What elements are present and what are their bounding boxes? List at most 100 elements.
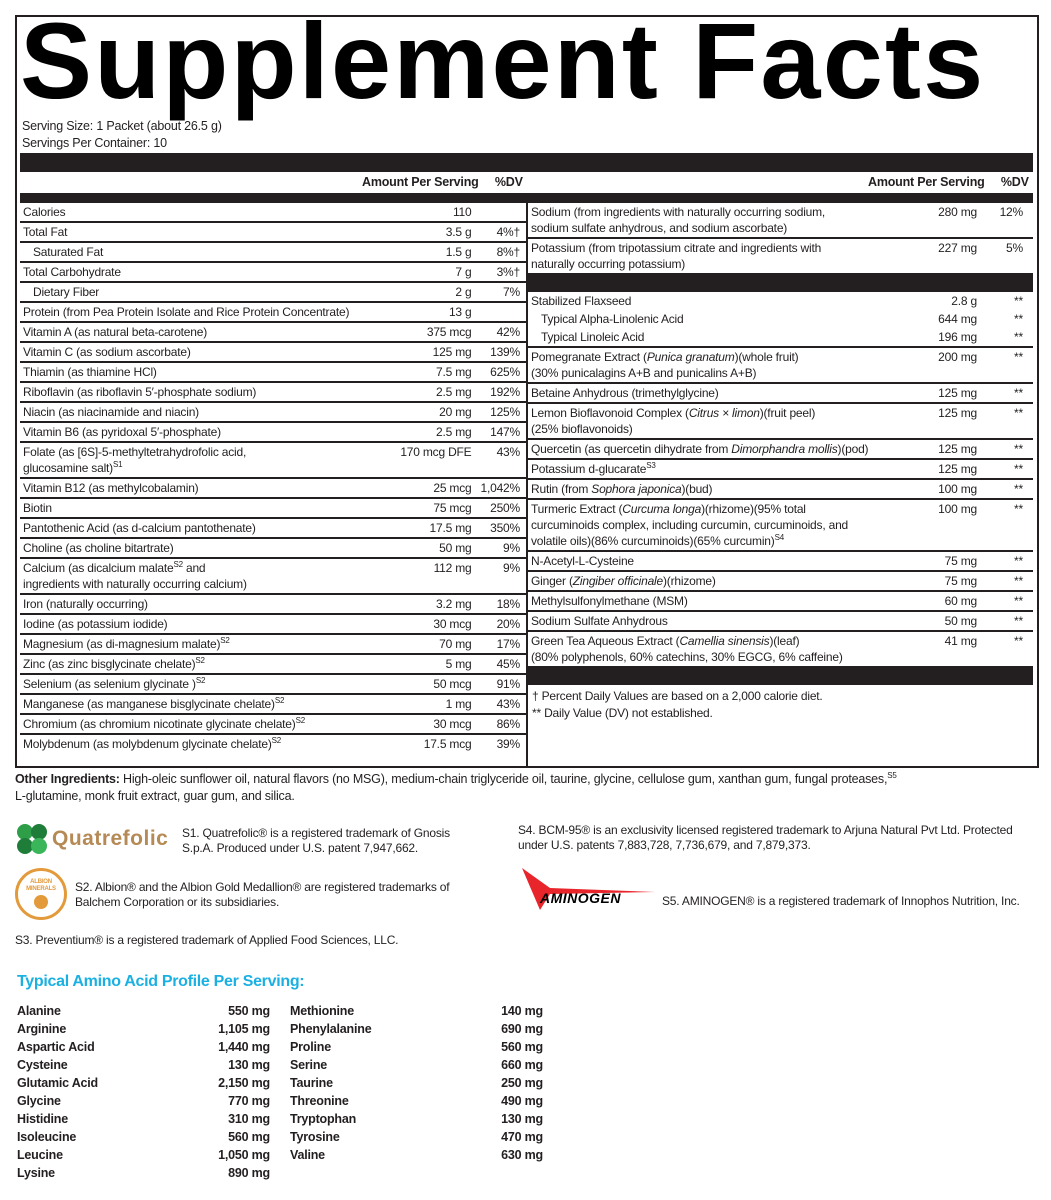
amino-acid-list-right: Methionine 140 mg Phenylalanine 690 mg Proli…: [290, 1002, 543, 1164]
nutrient-name: Sodium (from ingredients with naturally …: [528, 203, 883, 238]
nutrient-name: Turmeric Extract (Curcuma longa)(rhizome…: [528, 498, 883, 551]
footnote-ref: S2: [271, 736, 282, 745]
name-text: )(pod): [837, 442, 869, 456]
amount: 50 mg: [357, 537, 478, 558]
amino-acid-title: Typical Amino Acid Profile Per Serving:: [17, 973, 305, 990]
daily-value: 350%: [477, 517, 526, 538]
nutrient-name: Thiamin (as thiamine HCl): [20, 361, 358, 382]
amount: 2.8 g: [951, 294, 977, 308]
nutrient-name: Calories: [20, 203, 358, 222]
amount-header: Amount Per Serving: [362, 175, 479, 189]
daily-value: 8%†: [477, 241, 526, 262]
table-row: Typical Linoleic Acid 196 mg **: [528, 328, 1033, 347]
amino-acid-amount: 470 mg: [501, 1130, 543, 1144]
left-nutrient-table: Calories 110 Total Fat 3.5 g 4%† Saturated Fa…: [20, 203, 528, 767]
name-text: Molybdenum (as molybdenum glycinate chel…: [23, 737, 272, 751]
name-text: and ingredients with naturally occurring…: [23, 561, 247, 591]
nutrient-name: Lemon Bioflavonoid Complex (Citrus × lim…: [528, 402, 883, 439]
table-row: Saturated Fat 1.5 g 8%†: [20, 241, 526, 262]
amino-acid-name: Histidine: [17, 1112, 68, 1126]
daily-value: **: [983, 478, 1033, 499]
amount: 1 mg: [357, 693, 478, 714]
amino-acid-amount: 250 mg: [501, 1076, 543, 1090]
amino-acid-amount: 490 mg: [501, 1094, 543, 1108]
daily-value: **: [983, 570, 1033, 591]
table-row: N-Acetyl-L-Cysteine 75 mg **: [528, 550, 1033, 571]
name-text: Total Fat: [23, 225, 68, 239]
daily-value: 43%: [477, 693, 526, 714]
table-row: Biotin 75 mcg 250%: [20, 497, 526, 518]
nutrient-name: Total Fat: [20, 221, 358, 242]
name-text: Riboflavin (as riboflavin 5′-phosphate s…: [23, 385, 257, 399]
nutrient-name: Biotin: [20, 497, 358, 518]
table-row: Pantothenic Acid (as d-calcium pantothen…: [20, 517, 526, 538]
amount: 125 mg: [883, 438, 983, 459]
name-text: Vitamin B12 (as methylcobalamin): [23, 481, 199, 495]
daily-value: **: [983, 630, 1033, 666]
daily-value: 192%: [477, 381, 526, 402]
name-text: Sodium (from ingredients with naturally …: [531, 205, 826, 235]
nutrient-name: Vitamin C (as sodium ascorbate): [20, 341, 358, 362]
amino-acid-row: Lysine 890 mg: [17, 1164, 270, 1182]
amino-acid-amount: 690 mg: [501, 1022, 543, 1036]
quatrefolic-wordmark: Quatrefolic: [52, 827, 169, 850]
name-text: Curcuma longa: [622, 502, 702, 516]
amino-acid-row: Phenylalanine 690 mg: [290, 1020, 543, 1038]
other-ingredients-label: Other Ingredients:: [15, 772, 120, 786]
daily-value: 45%: [477, 653, 526, 674]
table-row: Vitamin B12 (as methylcobalamin) 25 mcg 1,…: [20, 477, 526, 498]
amino-acid-amount: 1,105 mg: [218, 1022, 270, 1036]
daily-value: **: [983, 610, 1033, 631]
amino-acid-row: Taurine 250 mg: [290, 1074, 543, 1092]
daily-value: **: [983, 458, 1033, 479]
nutrient-name: Zinc (as zinc bisglycinate chelate)S2: [20, 653, 358, 674]
footnote-ref: S2: [295, 716, 306, 725]
nutrient-name: Typical Linoleic Acid: [528, 328, 883, 347]
nutrient-name: Calcium (as dicalcium malateS2 and ingre…: [20, 557, 358, 594]
name-text: Lemon Bioflavonoid Complex (: [531, 406, 689, 420]
amino-acid-amount: 130 mg: [501, 1112, 543, 1126]
footnote-ref: S5: [887, 770, 897, 780]
name-text: Typical Linoleic Acid: [541, 330, 645, 344]
supplement-facts-panel: [15, 15, 1039, 768]
amino-acid-row: Aspartic Acid 1,440 mg: [17, 1038, 270, 1056]
amino-acid-row: Histidine 310 mg: [17, 1110, 270, 1128]
name-text: Pantothenic Acid (as d-calcium pantothen…: [23, 521, 256, 535]
name-text: )(rhizome)(95% total curcuminoids comple…: [531, 502, 849, 548]
table-row: Dietary Fiber 2 g 7%: [20, 281, 526, 302]
footnote-ref: S2: [274, 696, 285, 705]
right-nutrient-table: Sodium (from ingredients with naturally …: [528, 203, 1033, 725]
amount: 112 mg: [357, 557, 478, 594]
aminogen-logo: AMINOGEN: [520, 866, 660, 912]
trademark-s2: S2. Albion® and the Albion Gold Medallio…: [75, 880, 450, 909]
quatrefolic-logo: Quatrefolic: [15, 822, 168, 856]
nutrient-name: Stabilized Flaxseed: [528, 292, 883, 310]
albion-logo: ALBION MINERALS: [15, 868, 67, 920]
name-text: Iodine (as potassium iodide): [23, 617, 168, 631]
other-ingredients: Other Ingredients: High-oleic sunflower …: [15, 771, 1040, 805]
amino-acid-name: Isoleucine: [17, 1130, 77, 1144]
table-row: Lemon Bioflavonoid Complex (Citrus × lim…: [528, 402, 1033, 439]
daily-value: 625%: [477, 361, 526, 382]
table-row: Ginger (Zingiber officinale)(rhizome) 75 …: [528, 570, 1033, 591]
section-divider: [528, 273, 1033, 292]
daily-value: 9%: [477, 537, 526, 558]
daily-value: 4%†: [477, 221, 526, 242]
table-row: Potassium d-glucarateS3 125 mg **: [528, 458, 1033, 479]
daily-value: 7%: [477, 281, 526, 302]
name-text: )(whole fruit) (30% punicalagins A+B and…: [531, 350, 799, 380]
footnote-ref: S2: [195, 656, 205, 665]
table-row: Calories 110: [20, 203, 526, 222]
nutrient-name: Ginger (Zingiber officinale)(rhizome): [528, 570, 883, 591]
amino-acid-amount: 630 mg: [501, 1148, 543, 1162]
footnote-dagger: † Percent Daily Values are based on a 2,…: [532, 689, 823, 703]
table-row: Pomegranate Extract (Punica granatum)(wh…: [528, 346, 1033, 383]
amount: 20 mg: [357, 401, 478, 422]
nutrient-name: Potassium (from tripotassium citrate and…: [528, 237, 883, 273]
daily-value: [477, 301, 526, 322]
footnote-ref: S2: [173, 560, 183, 569]
amino-acid-row: Methionine 140 mg: [290, 1002, 543, 1020]
daily-value: 17%: [477, 633, 526, 654]
amino-acid-amount: 560 mg: [501, 1040, 543, 1054]
name-text: Potassium d-glucarate: [531, 462, 647, 476]
